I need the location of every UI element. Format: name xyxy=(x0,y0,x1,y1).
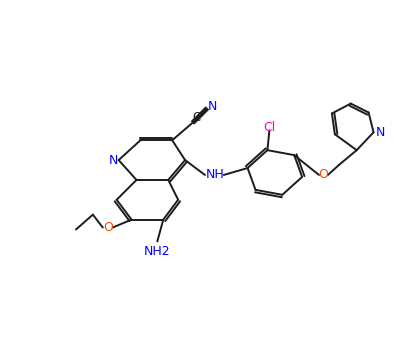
Text: O: O xyxy=(318,168,328,181)
Text: N: N xyxy=(109,153,118,167)
Text: O: O xyxy=(103,221,113,234)
Text: C: C xyxy=(193,111,201,124)
Text: N: N xyxy=(376,126,385,139)
Text: NH2: NH2 xyxy=(144,245,171,258)
Text: NH: NH xyxy=(206,168,224,181)
Text: N: N xyxy=(208,100,217,113)
Text: Cl: Cl xyxy=(263,121,275,134)
